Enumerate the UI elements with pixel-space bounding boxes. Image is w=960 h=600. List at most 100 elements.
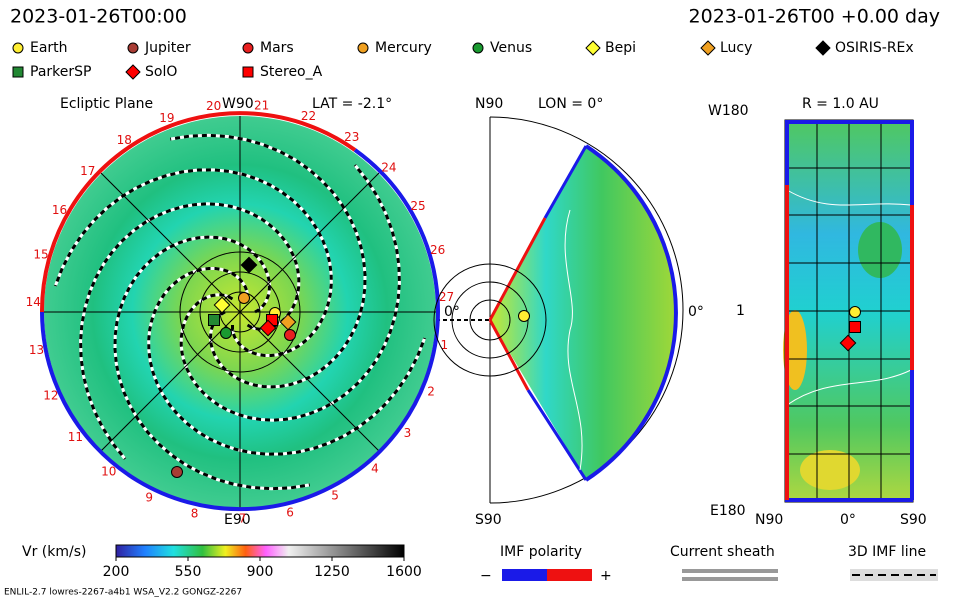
legend-label: Earth	[30, 40, 68, 56]
hour-label: 13	[29, 343, 44, 357]
symbol	[12, 42, 24, 54]
legend-label: Stereo_A	[260, 64, 323, 80]
radial-center: 0°	[840, 512, 856, 528]
symbol	[242, 42, 254, 54]
hour-label: 1	[440, 338, 448, 352]
hour-label: 25	[410, 199, 425, 213]
meridional-top: N90	[475, 96, 503, 112]
ecliptic-title: Ecliptic Plane	[60, 96, 153, 112]
hour-label: 16	[52, 203, 67, 217]
meridional-zero: 0°	[688, 304, 704, 320]
border-blue	[40, 148, 440, 512]
time-right: 2023-01-26T00 +0.00 day	[689, 6, 940, 28]
legend-label: Lucy	[720, 40, 752, 56]
legend-label: SolO	[145, 64, 177, 80]
hour-label: 14	[26, 295, 41, 309]
border-red	[39, 111, 357, 313]
meridional-lon: LON = 0°	[538, 96, 603, 112]
imf-positive	[547, 569, 592, 581]
symbol	[518, 310, 530, 322]
symbol	[700, 40, 716, 56]
colorbar-tick-label: 200	[103, 564, 130, 580]
hour-label: 6	[286, 505, 294, 519]
radial-bottom: E180	[710, 503, 746, 519]
symbol	[284, 329, 296, 341]
hour-label: 24	[381, 161, 396, 175]
radial-title: R = 1.0 AU	[802, 96, 879, 112]
meridional-panel: N90 LON = 0° S90 0°	[433, 96, 704, 528]
symbol	[125, 64, 141, 80]
hour-label: 11	[68, 430, 83, 444]
hour-label: 4	[371, 462, 379, 476]
symbol	[240, 256, 258, 274]
colorbar-tick-label: 1600	[386, 564, 422, 580]
hour-label: 19	[159, 111, 174, 125]
imfline-title: 3D IMF line	[848, 544, 926, 560]
footer: ENLIL-2.7 lowres-2267-a4b1 WSA_V2.2 GONG…	[4, 588, 242, 598]
legend: Earth Jupiter Mars Mercury Venus Bepi Lucy OSIR…	[12, 40, 914, 80]
symbol	[208, 314, 220, 326]
symbol	[259, 319, 277, 337]
radial-mid: 1	[736, 303, 745, 319]
ecliptic-bottom: E90	[224, 512, 251, 528]
colorbar	[115, 544, 405, 558]
symbol	[815, 40, 831, 56]
hour-label: 26	[430, 243, 445, 257]
hour-label: 23	[344, 130, 359, 144]
imf-negative	[502, 569, 547, 581]
hour-label: 5	[331, 488, 339, 502]
legend-label: ParkerSP	[30, 64, 91, 80]
radial-left: N90	[755, 512, 783, 528]
radial-panel: R = 1.0 AU W180 E180 1 N90 0° S90	[708, 96, 927, 528]
hour-label: 9	[145, 491, 153, 505]
legend-label: Mars	[260, 40, 294, 56]
symbol	[585, 40, 601, 56]
symbol	[127, 42, 139, 54]
bodies	[171, 256, 861, 478]
legend-label: OSIRIS-REx	[835, 40, 914, 56]
hour-label: 8	[191, 506, 199, 520]
symbol	[220, 327, 232, 339]
radial-right: S90	[900, 512, 927, 528]
symbol	[472, 42, 484, 54]
hour-label: 21	[254, 99, 269, 113]
symbol	[238, 292, 250, 304]
hour-label: 20	[206, 99, 221, 113]
meridional-bottom: S90	[475, 512, 502, 528]
hour-label: 7	[239, 511, 247, 525]
ecliptic-lat: LAT = -2.1°	[312, 96, 392, 112]
imf-title: IMF polarity	[500, 544, 582, 560]
hour-label: 22	[301, 109, 316, 123]
ecliptic-panel: Ecliptic Plane W90 LAT = -2.1° E90 0° 12…	[26, 96, 490, 528]
symbol	[213, 296, 231, 314]
legend-label: Bepi	[605, 40, 636, 56]
sheath-title: Current sheath	[670, 544, 775, 560]
symbol	[849, 321, 861, 333]
symbol	[839, 334, 857, 352]
hour-label: 18	[117, 133, 132, 147]
imf-minus: −	[480, 568, 492, 584]
colorbar-tick-label: 550	[175, 564, 202, 580]
ecliptic-top: W90	[222, 96, 254, 112]
hour-label: 27	[439, 290, 454, 304]
hour-label: 17	[80, 164, 95, 178]
legend-label: Mercury	[375, 40, 432, 56]
symbol	[849, 306, 861, 318]
hour-label: 12	[43, 389, 58, 403]
symbol	[171, 466, 183, 478]
symbol	[12, 66, 24, 78]
legend-label: Jupiter	[144, 40, 191, 56]
meridional-wedge	[490, 146, 676, 480]
legend-label: Venus	[490, 40, 532, 56]
colorbar-label: Vr (km/s)	[22, 544, 86, 560]
hour-label: 10	[101, 465, 116, 479]
colorbar-tick-label: 900	[247, 564, 274, 580]
colorbar-tick-label: 1250	[314, 564, 350, 580]
symbol	[242, 66, 254, 78]
imf-plus: +	[600, 568, 612, 584]
ecliptic-zero: 0°	[444, 304, 460, 320]
hour-label: 3	[404, 426, 412, 440]
hour-label: 2	[427, 384, 435, 398]
symbol	[357, 42, 369, 54]
